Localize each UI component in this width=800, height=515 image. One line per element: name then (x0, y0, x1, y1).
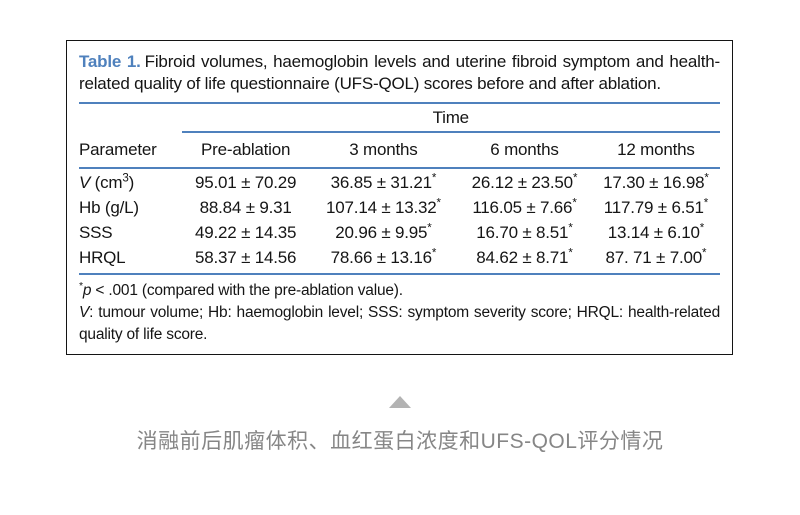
value-cell: 107.14 ± 13.32* (326, 197, 441, 217)
table-figure: Table 1. Fibroid volumes, haemoglobin lev… (66, 40, 733, 355)
table-row: HRQL 58.37 ± 14.56 78.66 ± 13.16* 84.62 ± 8… (79, 246, 720, 275)
value-cell: 84.62 ± 8.71* (457, 246, 592, 275)
parameter-cell: HRQL (79, 246, 182, 275)
column-header-12-months: 12 months (591, 132, 720, 169)
column-header-pre-ablation: Pre-ablation (181, 132, 310, 169)
column-header-row: Parameter Pre-ablation 3 months 6 months… (79, 132, 720, 169)
table-row: Hb (g/L) 88.84 ± 9.31 107.14 ± 13.32* 116.0… (79, 196, 720, 221)
footnote-line: *p < .001 (compared with the pre-ablatio… (79, 279, 403, 299)
value-cell: 16.70 ± 8.51* (476, 222, 573, 242)
parameter-cell: SSS (79, 223, 113, 242)
chinese-translated-caption: 消融前后肌瘤体积、血红蛋白浓度和UFS-QOL评分情况 (136, 430, 664, 453)
value-cell: 36.85 ± 31.21* (330, 172, 437, 192)
collapse-triangle-icon[interactable] (389, 396, 411, 408)
spanner-corner-cell (79, 104, 182, 132)
value-cell: 26.12 ± 23.50* (471, 172, 578, 192)
value-cell: 88.84 ± 9.31 (199, 198, 292, 217)
spanner-row: Time (79, 104, 720, 133)
table-row: V (cm3) 95.01 ± 70.29 36.85 ± 31.21* 26.12 … (79, 168, 720, 196)
table-body: V (cm3) 95.01 ± 70.29 36.85 ± 31.21* 26.12 … (79, 168, 720, 275)
table-caption: Table 1. Fibroid volumes, haemoglobin lev… (79, 51, 720, 104)
footnote-line: V: tumour volume; Hb: haemoglobin level;… (79, 304, 720, 343)
value-cell: 116.05 ± 7.66* (472, 197, 577, 217)
column-header-parameter: Parameter (79, 132, 182, 169)
table-row: SSS 49.22 ± 14.35 20.96 ± 9.95* 16.70 ± 8.5… (79, 221, 720, 246)
collapse-control-area (0, 396, 800, 408)
value-cell: 13.14 ± 6.10* (607, 222, 705, 242)
value-cell: 49.22 ± 14.35 (195, 223, 297, 242)
column-header-3-months: 3 months (309, 132, 458, 169)
value-cell: 17.30 ± 16.98* (603, 172, 709, 192)
value-cell: 117.79 ± 6.51* (603, 197, 709, 217)
value-cell: 95.01 ± 70.29 (195, 173, 297, 192)
footnotes: *p < .001 (compared with the pre-ablatio… (79, 280, 720, 346)
table-caption-label: Table 1. (79, 52, 141, 71)
value-cell: 87. 71 ± 7.00* (591, 246, 720, 275)
value-cell: 20.96 ± 9.95* (335, 222, 432, 242)
parameter-cell: Hb (g/L) (79, 198, 139, 217)
column-header-6-months: 6 months (457, 132, 592, 169)
value-cell: 78.66 ± 13.16* (309, 246, 458, 275)
time-spanner: Time (181, 104, 720, 133)
value-cell: 58.37 ± 14.56 (181, 246, 310, 275)
table-caption-text: Fibroid volumes, haemoglobin levels and … (79, 52, 720, 93)
parameter-cell: V (cm3) (79, 172, 135, 192)
data-table: Time Parameter Pre-ablation 3 months 6 m… (79, 104, 720, 275)
